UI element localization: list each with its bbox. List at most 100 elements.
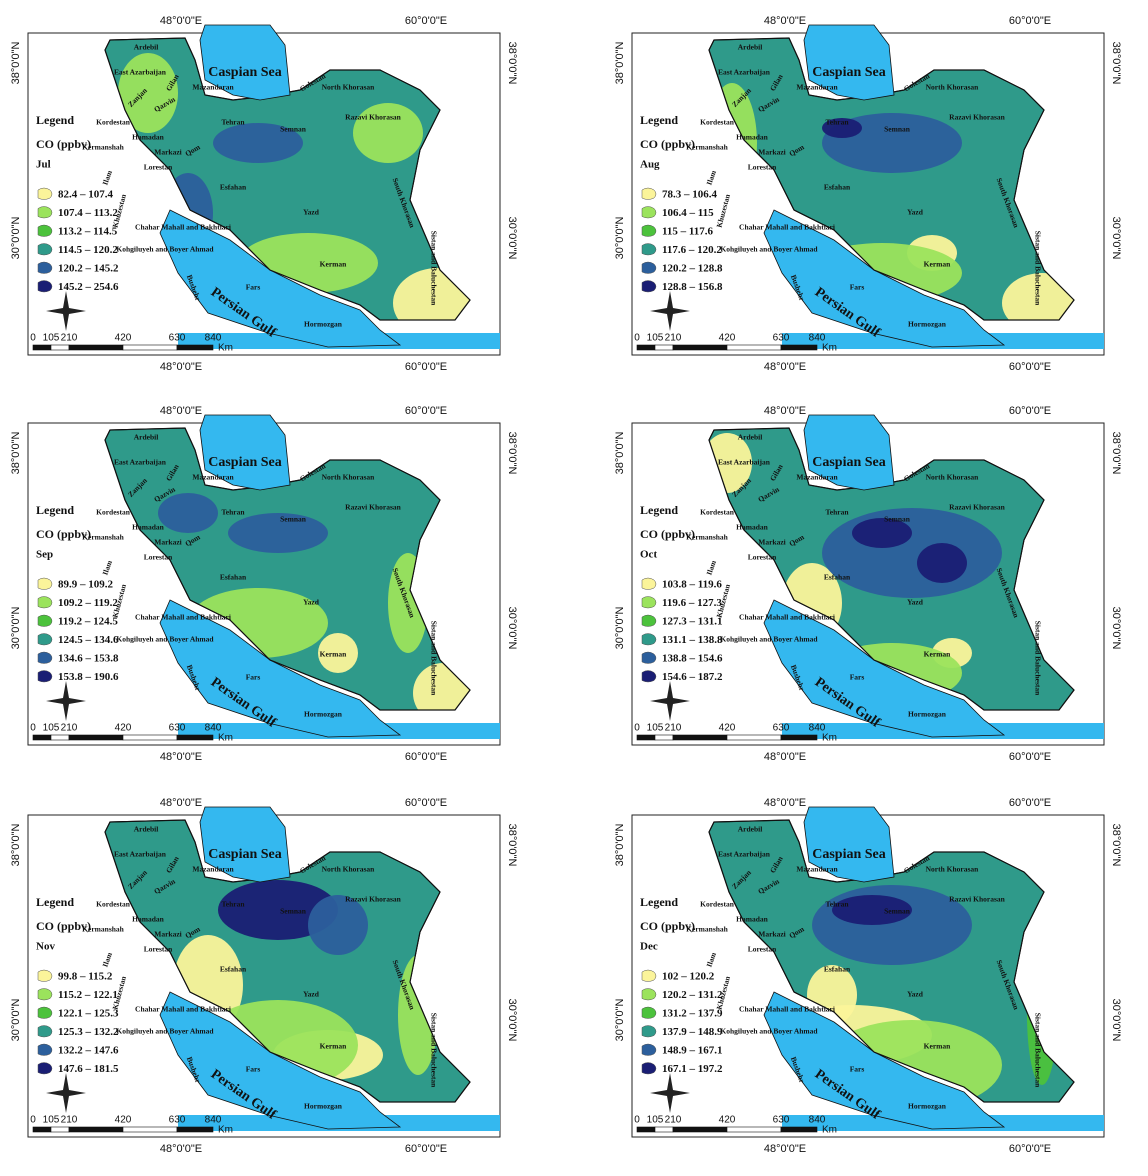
- latitude-label: 30°0'0"N: [1110, 217, 1122, 260]
- province-label: Kohgiluyeh and Boyer Ahmad: [720, 635, 818, 644]
- province-label: East Azarbaijan: [718, 458, 771, 467]
- north-arrow: [650, 1073, 690, 1113]
- legend-swatch: [641, 1043, 657, 1056]
- scale-unit: Km: [218, 733, 233, 744]
- province-label: Razavi Khorasan: [949, 503, 1005, 512]
- province-label: Razavi Khorasan: [949, 895, 1005, 904]
- legend-class: 115.2 – 122.1: [58, 989, 118, 1001]
- scale-segment: [50, 344, 70, 351]
- scale-label: 420: [719, 723, 736, 734]
- scale-segment: [50, 734, 70, 741]
- province-label: East Azarbaijan: [114, 458, 167, 467]
- province-label: Kordestan: [96, 508, 131, 517]
- province-label: Hamadan: [736, 133, 769, 142]
- province-label: Kohgiluyeh and Boyer Ahmad: [116, 245, 214, 254]
- sea-label: Caspian Sea: [812, 65, 886, 80]
- north-arrow: [650, 681, 690, 721]
- longitude-label: 48°0'0"E: [764, 361, 806, 373]
- scale-segment: [726, 1126, 782, 1133]
- province-label: Esfahan: [824, 573, 851, 582]
- legend-month: Aug: [640, 159, 660, 171]
- scale-unit: Km: [822, 343, 837, 354]
- scale-label: 0: [30, 333, 36, 344]
- legend-swatch: [37, 1062, 53, 1075]
- legend-class: 127.3 – 131.1: [662, 616, 723, 628]
- province-label: Yazd: [303, 208, 320, 217]
- province-label: Semnan: [884, 515, 911, 524]
- legend-swatch: [37, 614, 53, 627]
- scale-label: 420: [115, 333, 132, 344]
- scale-segment: [672, 344, 728, 351]
- legend-class: 124.5 – 134.6: [58, 634, 119, 646]
- scale-segment: [672, 1126, 728, 1133]
- legend-swatch: [37, 1006, 53, 1019]
- legend-variable: CO (ppbv): [640, 137, 695, 151]
- province-label: Chahar Mahall and Bakhtiari: [135, 1005, 231, 1014]
- latitude-label: 30°0'0"N: [10, 999, 22, 1042]
- scale-segment: [726, 734, 782, 741]
- concentration-patch: [318, 633, 358, 673]
- province-label: Hormozgan: [304, 710, 343, 719]
- concentration-patch: [832, 895, 912, 925]
- scale-segment: [176, 734, 214, 741]
- province-label: Kermanshah: [82, 143, 125, 152]
- province-label: Semnan: [884, 907, 911, 916]
- longitude-label: 60°0'0"E: [405, 15, 447, 27]
- legend-class: 120.2 – 145.2: [58, 263, 119, 275]
- legend-swatch: [641, 261, 657, 274]
- province-label: Sistan and Baluchestan: [1033, 1013, 1042, 1088]
- legend-class: 109.2 – 119.2: [58, 597, 118, 609]
- legend-title: Legend: [36, 503, 74, 517]
- legend-swatch: [37, 206, 53, 219]
- scale-label: 420: [719, 333, 736, 344]
- province-label: Tehran: [221, 508, 245, 517]
- province-label: Kordestan: [96, 900, 131, 909]
- province-label: Lorestan: [144, 553, 173, 562]
- province-label: Tehran: [825, 118, 849, 127]
- latitude-label: 38°0'0"N: [10, 432, 22, 475]
- scale-label: 105: [43, 1115, 60, 1126]
- legend-variable: CO (ppbv): [36, 919, 91, 933]
- sea-label: Caspian Sea: [208, 455, 282, 470]
- province-label: Yazd: [303, 990, 320, 999]
- legend-class: 134.6 – 153.8: [58, 653, 119, 665]
- legend-month: Oct: [640, 549, 657, 561]
- province-label: Markazi: [758, 538, 786, 547]
- province-label: Kordestan: [700, 118, 735, 127]
- scale-segment: [726, 344, 782, 351]
- scale-label: 0: [30, 723, 36, 734]
- scale-segment: [654, 344, 674, 351]
- scale-segment: [122, 734, 178, 741]
- province-label: North Khorasan: [926, 865, 980, 874]
- latitude-label: 38°0'0"N: [10, 42, 22, 85]
- scale-label: 630: [169, 723, 186, 734]
- province-label: Kermanshah: [686, 533, 729, 542]
- latitude-label: 30°0'0"N: [506, 217, 518, 260]
- legend-swatch: [641, 651, 657, 664]
- province-label: Fars: [850, 1065, 865, 1074]
- longitude-label: 48°0'0"E: [160, 1143, 202, 1155]
- province-label: Mazandaran: [192, 473, 234, 482]
- legend-class: 138.8 – 154.6: [662, 653, 723, 665]
- province-label: Ardebil: [738, 433, 763, 442]
- province-label: Yazd: [303, 598, 320, 607]
- latitude-label: 38°0'0"N: [506, 42, 518, 85]
- scale-unit: Km: [218, 1125, 233, 1136]
- province-label: Mazandaran: [796, 865, 838, 874]
- province-label: Chahar Mahall and Bakhtiari: [135, 613, 231, 622]
- province-label: Lorestan: [144, 945, 173, 954]
- north-arrow: [650, 291, 690, 331]
- province-label: Mazandaran: [796, 83, 838, 92]
- scale-label: 0: [30, 1115, 36, 1126]
- legend-title: Legend: [640, 503, 678, 517]
- longitude-label: 60°0'0"E: [1009, 751, 1051, 763]
- province-label: Kerman: [320, 260, 347, 269]
- legend-class: 120.2 – 128.8: [662, 263, 723, 275]
- longitude-label: 60°0'0"E: [1009, 361, 1051, 373]
- province-label: Kermanshah: [82, 925, 125, 934]
- latitude-label: 38°0'0"N: [1110, 432, 1122, 475]
- scale-segment: [68, 344, 124, 351]
